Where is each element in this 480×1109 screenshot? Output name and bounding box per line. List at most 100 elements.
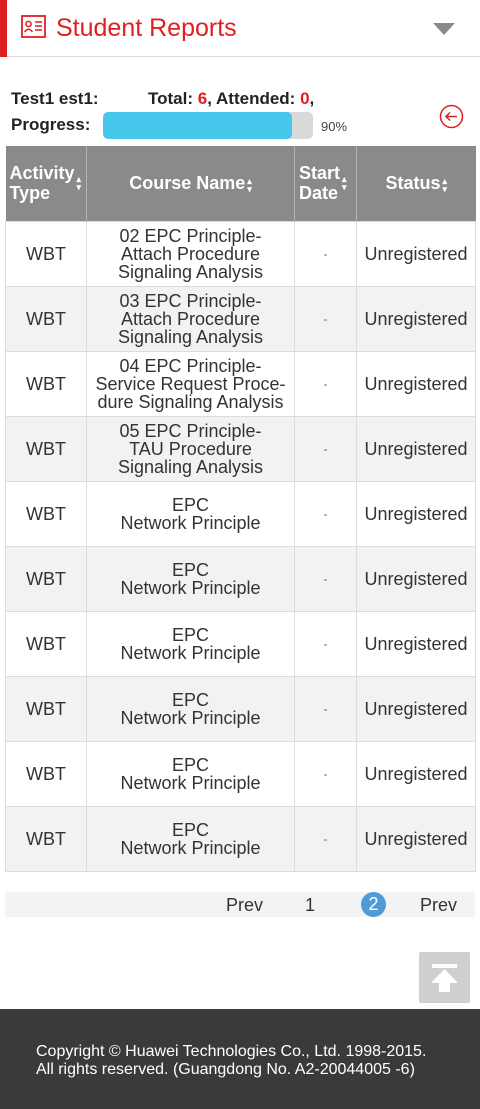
rights-text: All rights reserved. (Guangdong No. A2-2… <box>36 1061 415 1078</box>
course-name-cell: 04 EPC Principle- Service Request Proce-d… <box>86 350 295 417</box>
status-cell: Unregistered <box>356 610 476 677</box>
course-name-line: EPC <box>171 559 209 580</box>
pagination: Prev 1 2 Prev <box>5 892 475 917</box>
course-name-cell: 02 EPC Principle- Attach Procedure Signali… <box>86 220 295 287</box>
course-name-line: Service Request Proce- <box>95 373 286 394</box>
activity-type-cell: WBT <box>5 675 87 742</box>
start-date-cell: - <box>294 675 357 742</box>
table-row: WBT 05 EPC Principle- TAU Procedure Signali… <box>5 415 476 482</box>
back-to-top-button[interactable] <box>419 952 470 1003</box>
start-date-cell: - <box>294 740 357 807</box>
status-cell: Unregistered <box>356 675 476 742</box>
page-link-1[interactable]: 1 <box>305 895 316 915</box>
copyright-text: Copyright © Huawei Technologies Co., Ltd… <box>36 1043 427 1060</box>
course-name-cell: 05 EPC Principle- TAU Procedure Signaling … <box>86 415 295 482</box>
totals-text: Total: 6, Attended: 0, <box>148 89 314 109</box>
course-name-line: EPC <box>171 754 209 775</box>
progress-bar <box>103 112 313 139</box>
start-date-cell: - <box>294 285 357 352</box>
table-row: WBT 03 EPC Principle- Attach Procedure Sign… <box>5 285 476 352</box>
status-cell: Unregistered <box>356 350 476 417</box>
course-name-line: Network Principle <box>120 772 261 793</box>
table-row: WBT 04 EPC Principle- Service Request Proc… <box>5 350 476 417</box>
course-name-line: 05 EPC Principle- <box>119 420 262 441</box>
start-date-header-line1: Start <box>299 163 341 184</box>
course-name-line: Network Principle <box>120 577 261 598</box>
attended-suffix: , <box>309 89 315 108</box>
total-label: Total: <box>148 89 198 108</box>
table-row: WBT EPC Network Principle - Unregistered <box>5 610 476 677</box>
column-header-activity-type[interactable]: Activity Type ▴ ▾ <box>5 146 87 221</box>
sort-icon: ▴ ▾ <box>342 174 347 193</box>
sort-icon: ▴ ▾ <box>247 175 252 194</box>
column-header-start-date[interactable]: Start Date▴ ▾ <box>294 146 357 221</box>
column-header-status[interactable]: Status ▴ ▾ <box>356 146 476 221</box>
course-name-cell: EPC Network Principle <box>86 740 295 807</box>
table-row: WBT EPC Network Principle - Unregistered <box>5 740 476 807</box>
prev-page-link[interactable]: Prev <box>226 895 264 915</box>
status-cell: Unregistered <box>356 285 476 352</box>
course-name-line: EPC <box>171 689 209 710</box>
page-footer: Copyright © Huawei Technologies Co., Ltd… <box>0 1009 480 1109</box>
table-header-row: Activity Type▴ ▾ Course Name ▴ ▾ Start Date▴ ▾… <box>5 146 476 221</box>
table-row: WBT EPC Network Principle - Unregistered <box>5 480 476 547</box>
activity-type-cell: WBT <box>5 415 87 482</box>
activity-type-header-line2: Type <box>9 183 51 204</box>
student-name: Test1 est1: <box>11 89 99 108</box>
course-name-line: EPC <box>171 624 209 645</box>
course-name-cell: EPC Network Principle <box>86 675 295 742</box>
activity-type-cell: WBT <box>5 805 87 872</box>
start-date-cell: - <box>294 350 357 417</box>
course-name-line: 03 EPC Principle- <box>119 290 262 311</box>
activity-type-cell: WBT <box>5 285 87 352</box>
progress-label: Progress: <box>11 115 91 134</box>
status-cell: Unregistered <box>356 805 476 872</box>
course-name-line: 04 EPC Principle- <box>119 355 262 376</box>
course-name-line: Signaling Analysis <box>117 261 264 282</box>
course-name-line: Network Principle <box>120 837 261 858</box>
total-count: 6 <box>197 89 208 108</box>
circle-arrow-left-icon[interactable] <box>439 104 464 129</box>
course-name-line: Attach Procedure <box>120 243 261 264</box>
course-name-line: EPC <box>171 494 209 515</box>
header-accent-bar <box>0 0 7 57</box>
course-name-line: dure Signaling Analysis <box>97 391 284 412</box>
report-card-icon <box>21 15 46 38</box>
report-summary: Test1 est1: Total: 6, Attended: 0, Progr… <box>11 89 471 141</box>
start-date-header-line2: Date <box>299 183 339 204</box>
start-date-cell: - <box>294 220 357 287</box>
status-cell: Unregistered <box>356 740 476 807</box>
activity-type-header-line1: Activity <box>9 163 75 184</box>
activity-type-cell: WBT <box>5 220 87 287</box>
course-name-cell: EPC Network Principle <box>86 805 295 872</box>
start-date-cell: - <box>294 415 357 482</box>
course-name-line: Network Principle <box>120 642 261 663</box>
course-name-cell: 03 EPC Principle- Attach Procedure Signali… <box>86 285 295 352</box>
activity-type-cell: WBT <box>5 545 87 612</box>
course-name-line: EPC <box>171 819 209 840</box>
table-row: WBT EPC Network Principle - Unregistered <box>5 545 476 612</box>
start-date-cell: - <box>294 610 357 677</box>
status-cell: Unregistered <box>356 415 476 482</box>
sort-icon: ▴ ▾ <box>442 175 448 194</box>
table-body: WBT 02 EPC Principle- Attach Procedure Sign… <box>5 220 476 872</box>
attended-count: 0 <box>300 89 310 108</box>
column-header-course-name[interactable]: Course Name ▴ ▾ <box>86 146 295 221</box>
course-name-line: Signaling Analysis <box>117 456 264 477</box>
attended-label: , Attended: <box>207 89 301 108</box>
status-cell: Unregistered <box>356 220 476 287</box>
status-cell: Unregistered <box>356 545 476 612</box>
page-link-current[interactable]: 2 <box>361 892 386 917</box>
start-date-cell: - <box>294 545 357 612</box>
sort-icon: ▴ ▾ <box>76 174 82 193</box>
status-header-label: Status <box>385 173 441 194</box>
course-name-line: Network Principle <box>120 512 261 533</box>
activity-type-cell: WBT <box>5 610 87 677</box>
arrow-up-to-top-icon <box>431 964 458 992</box>
course-name-line: Network Principle <box>120 707 261 728</box>
next-page-link[interactable]: Prev <box>420 895 458 915</box>
course-name-line: Signaling Analysis <box>117 326 264 347</box>
triangle-down-icon[interactable] <box>432 22 456 36</box>
course-name-header-label: Course Name <box>129 173 246 194</box>
table-row: WBT 02 EPC Principle- Attach Procedure Sign… <box>5 220 476 287</box>
